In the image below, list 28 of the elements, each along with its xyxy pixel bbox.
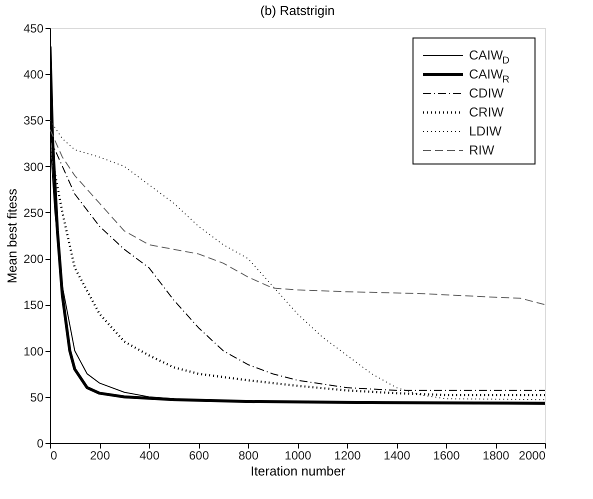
x-axis-title: Iteration number [250, 464, 346, 478]
legend-label: RIW [469, 142, 495, 158]
y-tick-label: 350 [23, 114, 44, 128]
x-tick-label: 1800 [482, 448, 510, 462]
chart-title: (b) Ratstrigin [260, 3, 335, 18]
y-tick-label: 0 [36, 436, 44, 450]
legend-label: CRIW [469, 104, 504, 120]
x-tick-label: 2000 [518, 448, 546, 462]
x-tick-label: 800 [238, 448, 259, 462]
y-tick-label: 450 [23, 22, 44, 36]
y-tick-label: 400 [23, 68, 44, 82]
x-tick-label: 1200 [334, 448, 362, 462]
y-tick-label: 100 [23, 344, 44, 358]
x-tick-label: 600 [188, 448, 210, 462]
y-tick-label: 200 [23, 252, 44, 266]
y-tick-label: 300 [23, 160, 44, 174]
x-tick-label: 1600 [433, 448, 460, 462]
x-tick-label: 1400 [384, 448, 411, 462]
x-tick-label: 1000 [284, 448, 312, 462]
legend-label: CDIW [469, 86, 504, 100]
x-tick-label: 400 [139, 448, 160, 462]
y-axis-title: Mean best fitess [4, 188, 20, 284]
y-tick-label: 250 [23, 206, 44, 220]
y-tick-label: 150 [23, 298, 44, 312]
x-tick-label: 200 [90, 448, 110, 462]
x-tick-label: 0 [50, 448, 58, 462]
legend-label: LDIW [469, 124, 502, 138]
y-tick-label: 50 [30, 390, 44, 404]
